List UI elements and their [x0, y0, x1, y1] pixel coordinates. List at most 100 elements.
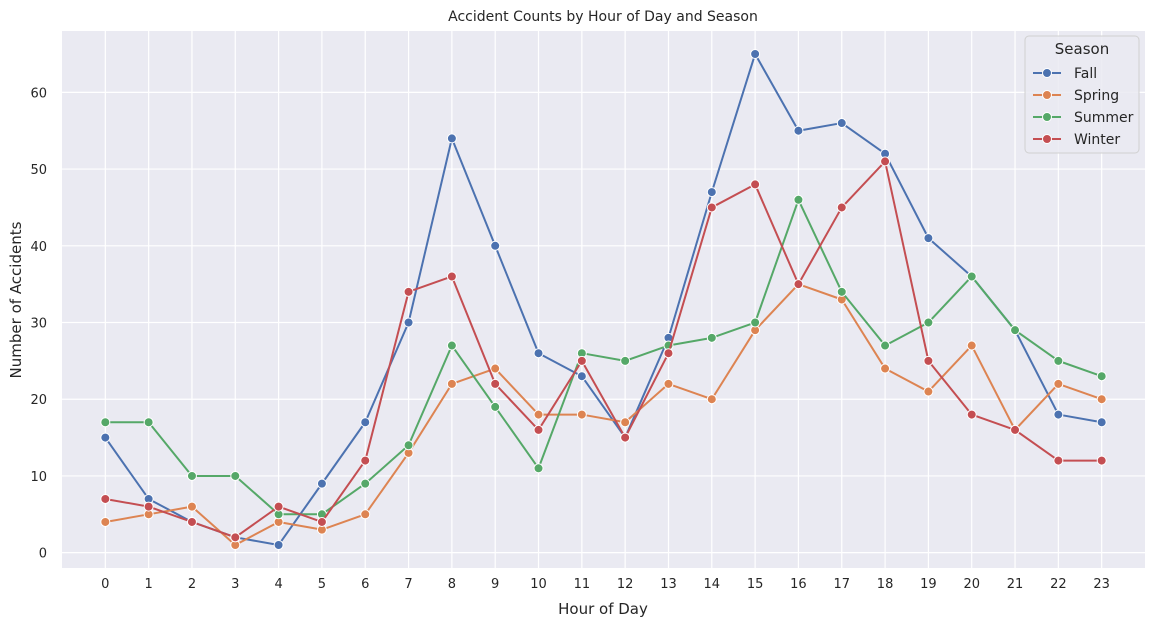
data-point-summer [966, 271, 977, 282]
data-point-fall [836, 118, 847, 129]
data-point-fall [100, 432, 111, 443]
data-point-summer [836, 286, 847, 297]
data-point-winter [1010, 424, 1021, 435]
data-point-summer [1053, 355, 1064, 366]
data-point-winter [663, 348, 674, 359]
x-tick-label: 17 [833, 577, 850, 592]
data-point-spring [1053, 378, 1064, 389]
data-point-winter [230, 532, 241, 543]
data-point-summer [446, 340, 457, 351]
data-point-winter [1096, 455, 1107, 466]
data-point-fall [403, 317, 414, 328]
x-tick-label: 15 [747, 577, 764, 592]
y-tick-label: 10 [30, 470, 47, 485]
data-point-winter [750, 179, 761, 190]
data-point-winter [273, 501, 284, 512]
y-tick-label: 20 [30, 393, 47, 408]
data-point-summer [533, 463, 544, 474]
data-point-winter [1053, 455, 1064, 466]
data-point-spring [100, 516, 111, 527]
data-point-summer [230, 470, 241, 481]
legend-label-spring: Spring [1074, 88, 1119, 104]
data-point-spring [360, 509, 371, 520]
data-point-winter [923, 355, 934, 366]
data-point-summer [1096, 371, 1107, 382]
legend-label-summer: Summer [1074, 110, 1134, 126]
data-point-fall [576, 371, 587, 382]
x-tick-label: 23 [1093, 577, 1110, 592]
legend-label-winter: Winter [1074, 132, 1120, 148]
legend-item-summer: Summer [1033, 110, 1134, 126]
data-point-fall [923, 233, 934, 244]
data-point-summer [1010, 325, 1021, 336]
x-tick-label: 6 [361, 577, 369, 592]
x-tick-label: 1 [144, 577, 152, 592]
x-axis-ticks: 0 1 2 3 4 5 6 7 8 9 10 11 12 13 14 15 16 17 18 19 20 21 22 23 [101, 577, 1110, 592]
legend: Season Fall Spring Summer Winter [1024, 35, 1140, 154]
x-tick-label: 10 [530, 577, 547, 592]
data-point-fall [533, 348, 544, 359]
data-point-spring [490, 363, 501, 374]
x-tick-label: 14 [704, 577, 721, 592]
data-point-winter [446, 271, 457, 282]
data-point-summer [143, 417, 154, 428]
y-tick-label: 40 [30, 240, 47, 255]
x-axis-label: Hour of Day [558, 600, 648, 618]
x-tick-label: 2 [188, 577, 196, 592]
x-tick-label: 12 [617, 577, 634, 592]
data-point-summer [750, 317, 761, 328]
data-point-summer [403, 440, 414, 451]
data-point-fall [1053, 409, 1064, 420]
data-point-summer [620, 355, 631, 366]
x-tick-label: 3 [231, 577, 239, 592]
legend-marker-winter [1042, 134, 1052, 144]
data-point-winter [793, 279, 804, 290]
legend-marker-fall [1042, 68, 1052, 78]
data-point-winter [360, 455, 371, 466]
data-point-winter [620, 432, 631, 443]
data-point-winter [403, 286, 414, 297]
data-point-winter [490, 378, 501, 389]
data-point-winter [836, 202, 847, 213]
x-tick-label: 5 [318, 577, 326, 592]
legend-marker-spring [1042, 90, 1052, 100]
data-point-fall [360, 417, 371, 428]
grid [62, 31, 1145, 568]
x-tick-label: 16 [790, 577, 807, 592]
data-point-summer [490, 401, 501, 412]
data-point-winter [186, 516, 197, 527]
legend-item-fall: Fall [1033, 66, 1097, 82]
data-point-summer [880, 340, 891, 351]
x-tick-label: 20 [963, 577, 980, 592]
data-point-spring [923, 386, 934, 397]
series-spring [100, 279, 1107, 550]
data-point-spring [576, 409, 587, 420]
series-line-summer [105, 198, 1103, 516]
data-point-fall [446, 133, 457, 144]
data-point-fall [793, 125, 804, 136]
series-summer [100, 194, 1107, 520]
data-point-spring [706, 394, 717, 405]
y-tick-label: 0 [39, 547, 47, 562]
plot-area [62, 31, 1145, 568]
x-tick-label: 9 [491, 577, 499, 592]
data-point-summer [706, 332, 717, 343]
y-tick-label: 30 [30, 317, 47, 332]
data-point-fall [706, 187, 717, 198]
legend-items: Fall Spring Summer Winter [1033, 66, 1134, 148]
data-point-spring [1096, 394, 1107, 405]
x-tick-label: 4 [274, 577, 282, 592]
x-tick-label: 13 [660, 577, 677, 592]
data-point-spring [880, 363, 891, 374]
data-point-fall [1096, 417, 1107, 428]
x-tick-label: 11 [574, 577, 591, 592]
legend-label-fall: Fall [1074, 66, 1097, 82]
data-point-spring [663, 378, 674, 389]
series-winter [100, 156, 1107, 543]
x-tick-label: 19 [920, 577, 937, 592]
data-point-summer [100, 417, 111, 428]
x-tick-label: 22 [1050, 577, 1067, 592]
legend-marker-summer [1042, 112, 1052, 122]
y-tick-label: 50 [30, 163, 47, 178]
